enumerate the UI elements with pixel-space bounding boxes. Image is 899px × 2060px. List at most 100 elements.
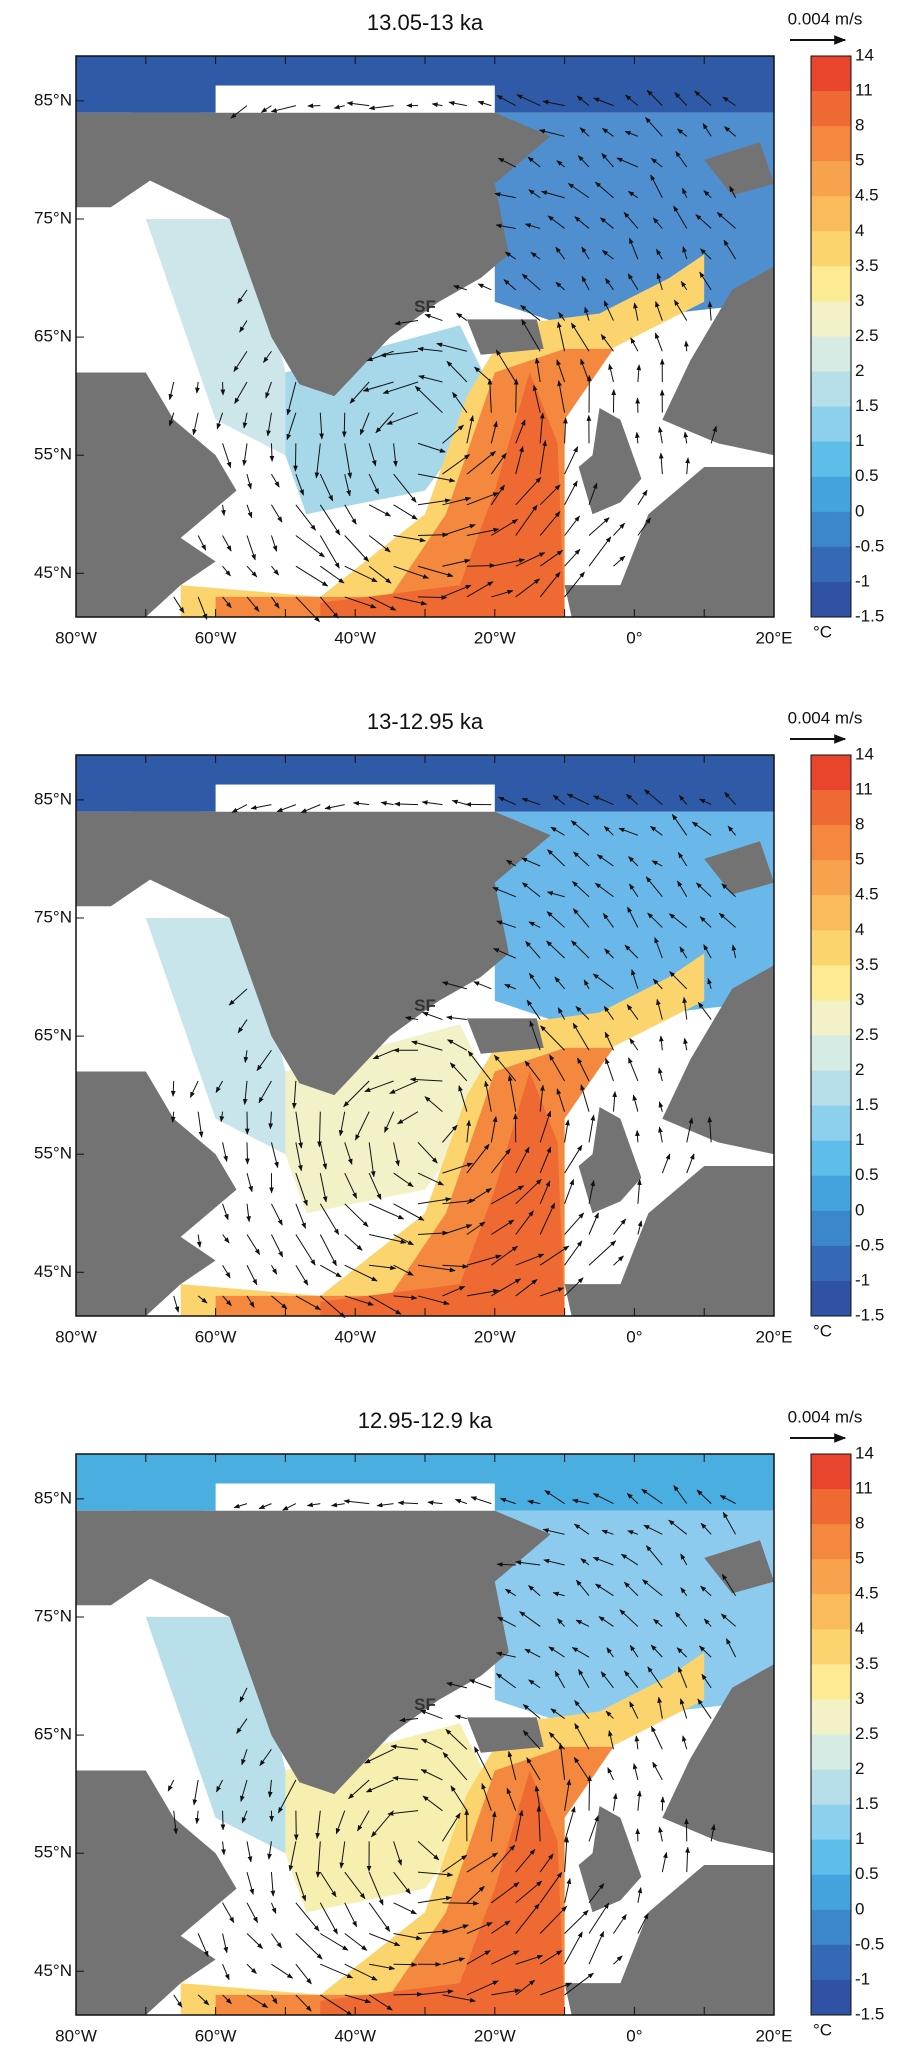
velocity-arrow bbox=[581, 246, 590, 260]
colorbar-unit: °C bbox=[813, 1321, 832, 1340]
velocity-arrow bbox=[246, 535, 256, 561]
velocity-arrow bbox=[682, 246, 688, 260]
velocity-arrow bbox=[695, 882, 712, 898]
velocity-arrow bbox=[539, 1853, 554, 1873]
velocity-arrow bbox=[720, 1613, 736, 1627]
velocity-arrow bbox=[695, 214, 712, 229]
velocity-arrow bbox=[314, 443, 321, 479]
velocity-arrow bbox=[604, 948, 614, 959]
velocity-arrow bbox=[539, 1202, 556, 1235]
velocity-arrow bbox=[422, 1011, 443, 1021]
colorbar-segment bbox=[811, 56, 851, 92]
velocity-arrow bbox=[417, 442, 446, 453]
velocity-arrow bbox=[393, 1234, 414, 1246]
velocity-arrow bbox=[554, 976, 565, 990]
velocity-arrow bbox=[572, 1022, 590, 1051]
velocity-arrow bbox=[528, 189, 541, 199]
velocity-arrow bbox=[548, 1646, 565, 1658]
velocity-arrow bbox=[623, 1581, 639, 1597]
colorbar-unit: °C bbox=[813, 2020, 832, 2039]
velocity-arrow bbox=[656, 998, 663, 1020]
velocity-arrow bbox=[466, 1885, 485, 1904]
velocity-arrow bbox=[344, 473, 351, 497]
velocity-arrow bbox=[234, 381, 248, 405]
velocity-arrow bbox=[504, 251, 517, 260]
velocity-arrow bbox=[295, 535, 325, 558]
velocity-arrow bbox=[536, 1805, 542, 1842]
velocity-arrow bbox=[466, 1187, 492, 1205]
colorbar-segment bbox=[811, 1699, 851, 1735]
velocity-arrow bbox=[552, 794, 565, 805]
velocity-arrow bbox=[584, 306, 590, 321]
velocity-arrow bbox=[368, 473, 380, 495]
velocity-arrow bbox=[442, 1198, 476, 1205]
land bbox=[466, 1018, 544, 1054]
velocity-arrow bbox=[319, 1172, 328, 1203]
velocity-arrow bbox=[379, 350, 419, 358]
velocity-arrow bbox=[604, 1031, 614, 1051]
lon-label: 0° bbox=[626, 628, 642, 647]
velocity-arrow bbox=[539, 1871, 563, 1904]
velocity-arrow bbox=[539, 1110, 552, 1143]
velocity-arrow bbox=[680, 1587, 688, 1597]
land bbox=[131, 811, 551, 1096]
velocity-arrow bbox=[624, 944, 639, 959]
velocity-arrow bbox=[222, 1264, 231, 1279]
velocity-arrow bbox=[677, 1666, 688, 1689]
velocity-arrow bbox=[320, 1994, 353, 2016]
velocity-arrow bbox=[417, 498, 452, 506]
velocity-arrow bbox=[392, 1775, 419, 1781]
velocity-arrow bbox=[539, 571, 561, 598]
velocity-arrow bbox=[319, 473, 334, 502]
velocity-arrow bbox=[343, 1080, 370, 1108]
velocity-arrow bbox=[629, 1038, 639, 1051]
velocity-arrow bbox=[344, 1234, 363, 1251]
velocity-arrow bbox=[703, 1618, 712, 1627]
velocity-arrow bbox=[194, 1810, 200, 1825]
velocity-arrow bbox=[236, 1718, 248, 1734]
velocity-arrow bbox=[237, 1019, 248, 1034]
velocity-arrow bbox=[167, 1779, 175, 1792]
velocity-arrow bbox=[570, 322, 590, 352]
velocity-arrow bbox=[222, 1933, 229, 1954]
colorbar-label: 5 bbox=[855, 1549, 864, 1568]
velocity-arrow bbox=[368, 565, 392, 584]
velocity-arrow bbox=[539, 1146, 552, 1174]
velocity-arrow bbox=[319, 1871, 337, 1898]
velocity-arrow bbox=[344, 535, 370, 562]
colorbar-label: 11 bbox=[855, 81, 873, 100]
velocity-arrow bbox=[173, 1994, 183, 2008]
velocity-arrow bbox=[271, 1264, 278, 1275]
velocity-arrow bbox=[552, 1591, 565, 1597]
velocity-arrow bbox=[496, 95, 516, 107]
colorbar-segment bbox=[811, 1804, 851, 1841]
colorbar-label: -0.5 bbox=[855, 1235, 884, 1254]
velocity-arrow bbox=[627, 906, 639, 928]
velocity-arrow bbox=[368, 1933, 401, 1947]
velocity-arrow bbox=[466, 1221, 486, 1235]
velocity-arrow bbox=[344, 1994, 372, 2004]
velocity-arrow bbox=[627, 191, 639, 199]
velocity-arrow bbox=[246, 1203, 251, 1223]
velocity-arrow bbox=[719, 1494, 736, 1505]
velocity-arrow bbox=[603, 300, 614, 321]
velocity-arrow bbox=[442, 1957, 466, 1965]
velocity-arrow bbox=[679, 1698, 688, 1719]
velocity-arrow bbox=[563, 417, 568, 444]
colorbar-label: -1.5 bbox=[855, 606, 884, 625]
velocity-arrow bbox=[554, 1670, 566, 1689]
velocity-arrow bbox=[222, 443, 232, 469]
velocity-arrow bbox=[680, 1553, 688, 1566]
land bbox=[76, 1071, 237, 1316]
velocity-arrow bbox=[658, 1101, 664, 1112]
velocity-arrow bbox=[647, 1666, 663, 1689]
velocity-arrow bbox=[539, 484, 561, 506]
velocity-arrow bbox=[564, 1212, 585, 1235]
velocity-arrow bbox=[637, 517, 652, 536]
velocity-arrow bbox=[700, 1522, 712, 1535]
velocity-arrow bbox=[546, 911, 565, 928]
velocity-arrow bbox=[497, 157, 516, 168]
velocity-arrow bbox=[588, 1815, 599, 1842]
velocity-arrow bbox=[731, 944, 737, 959]
velocity-arrow bbox=[324, 804, 345, 810]
